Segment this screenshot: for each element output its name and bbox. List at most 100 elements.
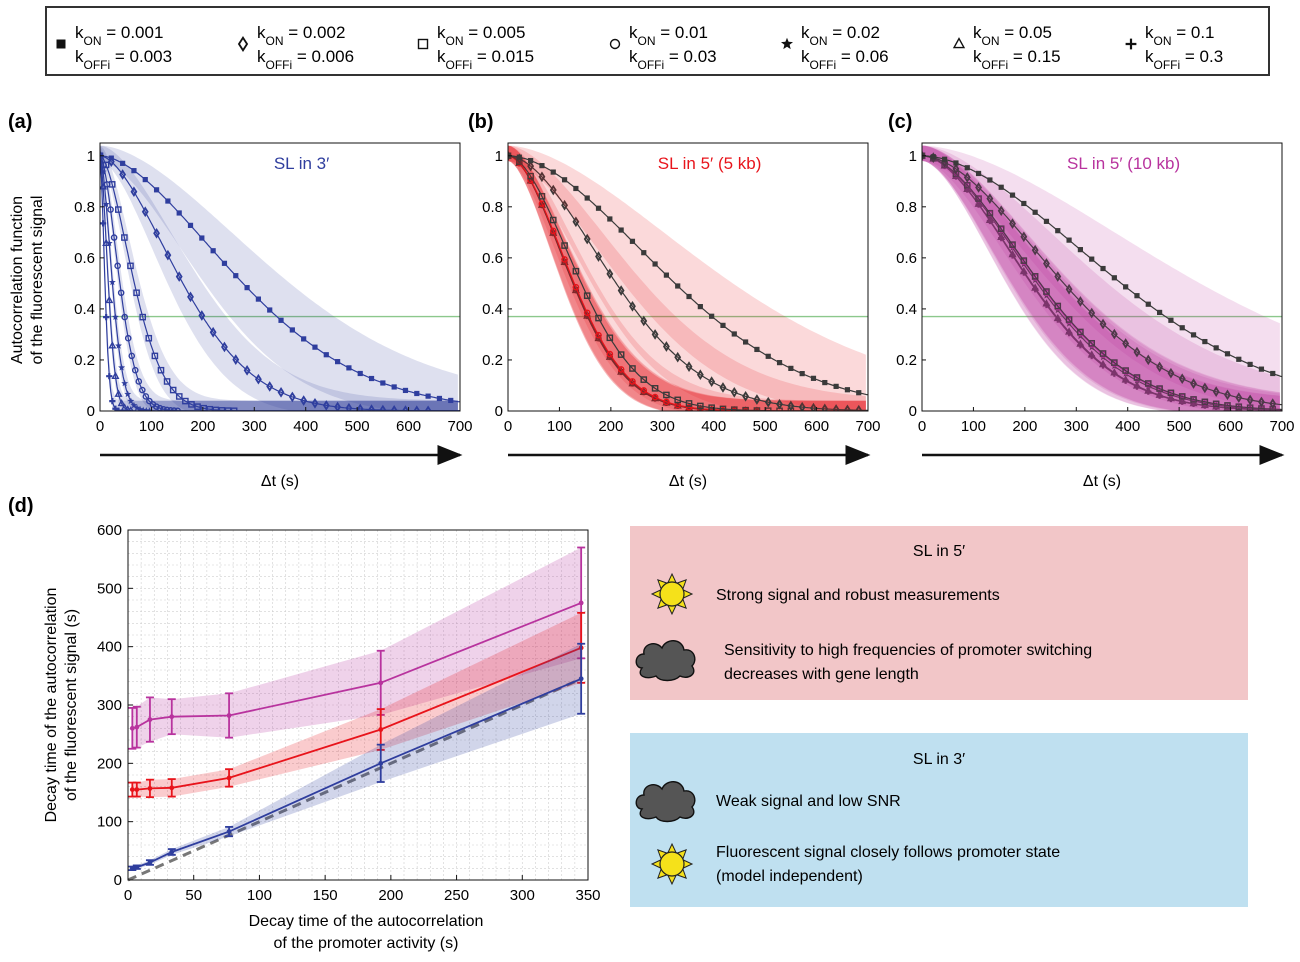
data-point — [100, 152, 104, 160]
data-point — [1246, 404, 1254, 411]
data-point — [163, 378, 171, 385]
confidence-band — [922, 145, 1280, 411]
data-point — [1009, 244, 1016, 251]
data-point — [1009, 241, 1016, 248]
data-point — [170, 407, 178, 411]
data-point — [141, 206, 149, 218]
data-point — [112, 313, 119, 320]
legend-kon-label: kON = 0.05 — [973, 23, 1052, 48]
data-point — [799, 371, 805, 377]
data-point — [357, 370, 363, 377]
y-tick-label: 1 — [87, 148, 95, 165]
data-point — [232, 354, 240, 365]
sun-ray — [657, 579, 668, 590]
info-box-sl3-title: SL in 3′ — [913, 751, 965, 768]
data-point — [941, 161, 948, 168]
plot-area — [508, 145, 868, 411]
series-line — [922, 155, 1282, 411]
data-point — [788, 365, 794, 371]
data-point — [742, 407, 749, 411]
data-point — [1156, 387, 1164, 394]
data-point — [595, 314, 602, 322]
data-point — [128, 406, 134, 411]
data-point — [1031, 276, 1039, 284]
data-point — [595, 331, 602, 339]
data-point — [114, 389, 123, 397]
data-point — [731, 407, 738, 411]
data-point — [730, 407, 738, 411]
data-point — [975, 201, 982, 208]
data-point — [102, 238, 111, 247]
series-line — [132, 646, 582, 791]
confidence-band — [922, 145, 1280, 411]
data-point — [1065, 320, 1073, 327]
series-line — [100, 155, 460, 411]
info-box-sl3: SL in 3′ Weak signal and low SNR Fluores… — [630, 733, 1248, 907]
data-point — [1100, 265, 1106, 272]
data-point — [1155, 390, 1164, 398]
legend-marker-diamond — [237, 36, 249, 52]
data-point — [1077, 342, 1084, 349]
data-point — [787, 400, 795, 411]
data-point — [142, 176, 148, 183]
data-point — [402, 387, 409, 394]
data-point — [103, 181, 111, 188]
data-point — [730, 406, 738, 411]
data-point — [538, 171, 546, 183]
data-point — [301, 336, 307, 342]
data-point — [618, 227, 624, 233]
legend-kon-value: = 0.002 — [284, 23, 346, 42]
data-point — [1156, 361, 1164, 373]
data-point — [606, 353, 613, 361]
x-tick-label: 300 — [1064, 418, 1089, 435]
panel-b: (b) 0 100 200 300 400 500 600 700 0 0.2 0.4 0.6 0.8 1… — [468, 111, 881, 490]
data-point — [129, 725, 135, 731]
series-line — [922, 155, 1282, 378]
data-point — [1110, 368, 1119, 376]
sun-ray — [657, 849, 668, 860]
data-point — [112, 405, 119, 411]
data-point — [606, 350, 614, 358]
data-point — [109, 397, 116, 405]
data-point — [1200, 400, 1209, 409]
panel-c: (c) 0 100 200 300 400 500 600 700 0 0.2 0.4 0.6 0.8 1… — [888, 111, 1295, 490]
data-point — [572, 284, 580, 292]
data-point — [131, 366, 139, 374]
data-point — [1043, 258, 1050, 269]
confidence-band — [922, 145, 1280, 411]
data-point — [289, 327, 295, 333]
x-tick-label: 200 — [378, 887, 403, 904]
data-point — [165, 198, 171, 204]
data-point — [663, 399, 670, 406]
data-point — [139, 313, 146, 321]
series-line — [132, 677, 582, 870]
data-point — [100, 150, 104, 162]
data-point — [663, 398, 670, 406]
data-point — [753, 407, 761, 411]
data-point — [1122, 338, 1130, 349]
x-tick-label: 500 — [753, 418, 778, 435]
data-point — [997, 205, 1005, 217]
sun-ray — [676, 598, 687, 609]
plot-c: 0 100 200 300 400 500 600 700 0 0.2 0.4 0.6 0.8 1 SL i… — [896, 142, 1295, 435]
data-point — [595, 332, 602, 340]
data-point — [856, 390, 862, 396]
x-tick-label: 500 — [345, 418, 370, 435]
data-point — [129, 865, 135, 871]
data-point — [124, 405, 131, 411]
info-box-sl5-row1: Strong signal and robust measurements — [716, 587, 1000, 604]
data-point — [1088, 307, 1096, 319]
data-point — [674, 402, 681, 409]
data-point — [1122, 368, 1129, 375]
x-tick-label: 700 — [1269, 418, 1294, 435]
data-point — [719, 407, 727, 411]
data-point — [1065, 316, 1073, 323]
data-point — [380, 380, 386, 386]
data-point — [595, 205, 602, 211]
confidence-band — [100, 145, 458, 411]
data-point — [1201, 398, 1209, 406]
data-point — [583, 311, 592, 319]
data-point — [922, 150, 926, 162]
data-point — [100, 152, 104, 159]
data-point — [1121, 375, 1130, 383]
